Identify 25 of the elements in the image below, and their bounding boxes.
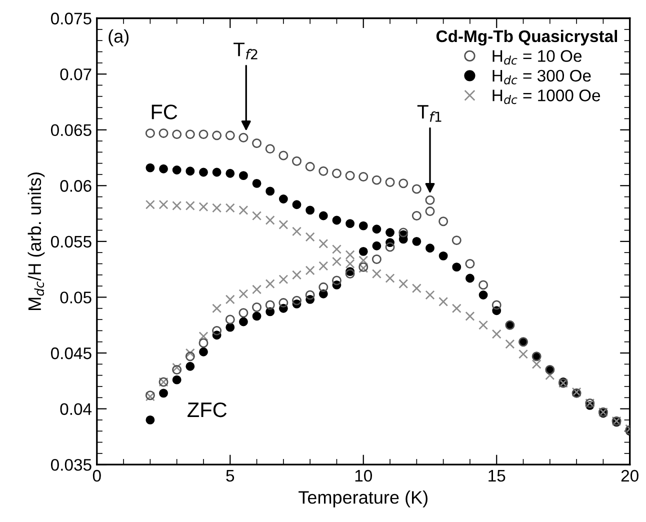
- annotation: T$_{f1}$: [417, 105, 442, 122]
- y-tick-label: 0.075: [50, 12, 92, 24]
- y-tick-label: 0.065: [50, 124, 92, 136]
- y-tick-label: 0.07: [60, 68, 92, 80]
- x-tick-label: 0: [92, 470, 101, 482]
- y-tick-label: 0.035: [50, 458, 92, 471]
- x-axis-title: Temperature (K): [298, 490, 428, 508]
- y-tick-label: 0.05: [60, 292, 92, 304]
- y-tick-label: 0.055: [50, 236, 92, 248]
- x-tick-label: 10: [355, 470, 372, 482]
- legend-label: H$_{dc}$ = 1000 Oe: [492, 90, 600, 104]
- annotation: ZFC: [188, 402, 227, 418]
- x-tick-label: 15: [488, 470, 506, 482]
- y-tick-label: 0.04: [60, 403, 92, 415]
- annotation: T$_{f2}$: [234, 42, 258, 60]
- y-tick-label: 0.045: [50, 347, 92, 360]
- legend-label: H$_{dc}$ = 10 Oe: [492, 50, 582, 65]
- x-tick-label: 20: [621, 470, 638, 482]
- y-tick-label: 0.06: [60, 180, 92, 192]
- x-tick-label: 5: [226, 470, 234, 482]
- legend-title: Cd-Mg-Tb Quasicrystal: [436, 30, 618, 46]
- annotation: (a): [108, 29, 129, 46]
- annotation: FC: [152, 104, 178, 120]
- legend-label: H$_{dc}$ = 300 Oe: [492, 70, 591, 84]
- y-axis-title: M$_{dc}$/H (arb. units): [28, 172, 45, 310]
